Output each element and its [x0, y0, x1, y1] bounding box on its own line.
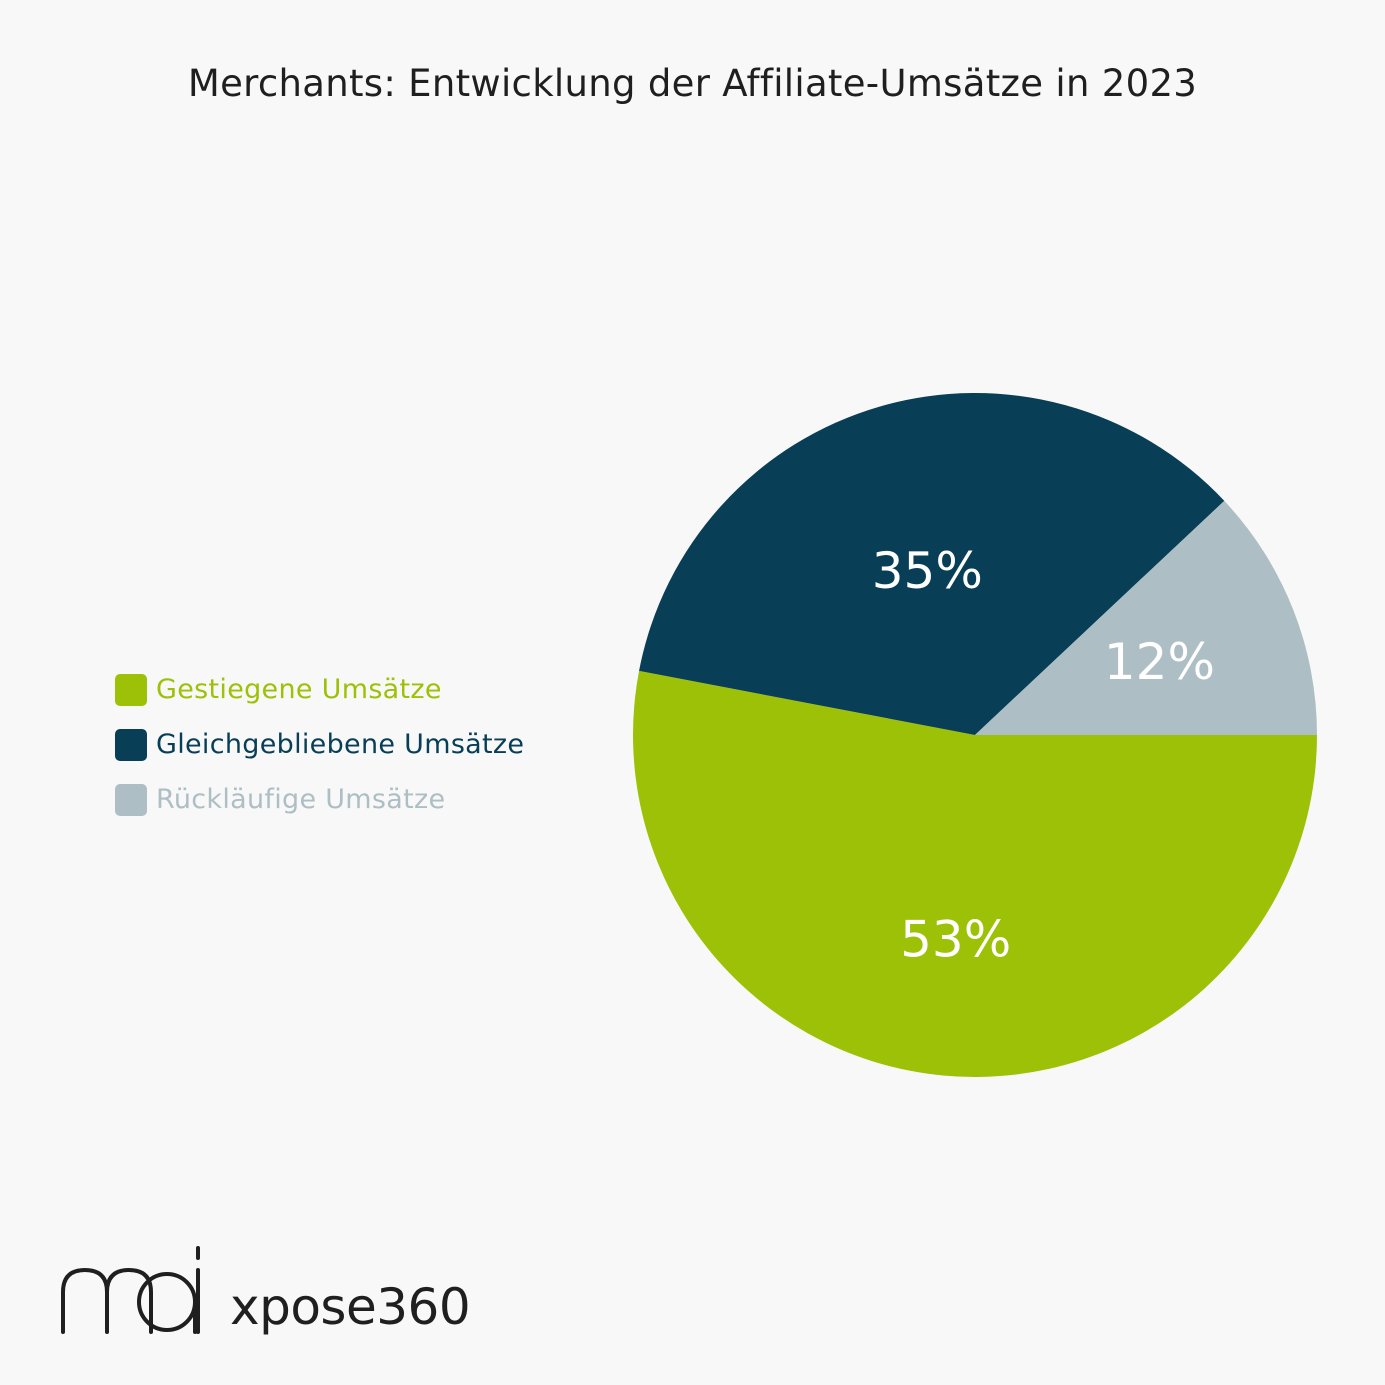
pie-slice-labels: 53% 35% 12%: [872, 542, 1215, 968]
legend: Gestiegene Umsätze Gleichgebliebene Umsä…: [115, 662, 524, 827]
pie-slice-value-label: 35%: [872, 542, 983, 600]
pie-slice-value-label: 12%: [1104, 633, 1215, 691]
pie-slices: [633, 392, 1317, 1077]
pie-slice: [639, 392, 1225, 735]
legend-swatch: [115, 783, 147, 816]
legend-swatch: [115, 728, 147, 761]
legend-label: Gestiegene Umsätze: [156, 674, 442, 705]
legend-swatch: [115, 673, 147, 706]
pie-slice-value-label: 53%: [900, 910, 1011, 968]
legend-label: Rückläufige Umsätze: [156, 784, 446, 815]
legend-item-ruecklaeufig: Rückläufige Umsätze: [115, 772, 524, 827]
chart-title: Merchants: Entwicklung der Affiliate-Ums…: [187, 62, 1198, 105]
mai-logo: mai: [61, 1246, 200, 1334]
legend-label: Gleichgebliebene Umsätze: [156, 729, 525, 760]
legend-item-gleichgeblieben: Gleichgebliebene Umsätze: [115, 717, 524, 772]
xpose360-logo: xpose360: [230, 1278, 471, 1336]
legend-item-gestiegene: Gestiegene Umsätze: [115, 662, 524, 717]
pie-slice: [633, 670, 1317, 1077]
pie-slice: [975, 500, 1317, 735]
